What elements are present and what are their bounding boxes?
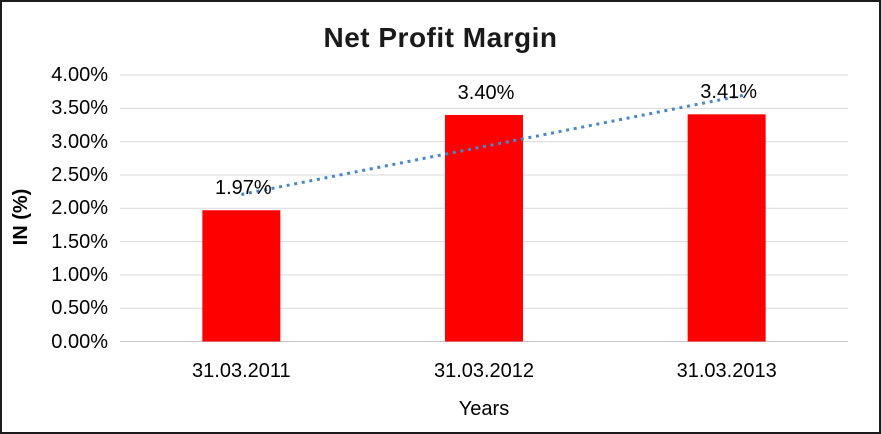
y-tick-label: 1.00% <box>51 263 108 286</box>
data-label: 3.40% <box>457 81 515 104</box>
y-tick-label: 0.00% <box>51 330 108 353</box>
data-label: 1.97% <box>214 177 272 200</box>
y-tick-label: 2.00% <box>51 197 108 220</box>
y-tick-label: 3.00% <box>51 130 108 153</box>
data-label: 3.41% <box>700 81 758 104</box>
chart-title: Net Profit Margin <box>323 22 558 53</box>
y-tick-label: 0.50% <box>51 297 108 320</box>
y-tick-label: 3.50% <box>51 97 108 120</box>
bar <box>445 114 523 342</box>
x-tick-label: 31.03.2012 <box>433 360 535 382</box>
x-tick-label: 31.03.2011 <box>192 360 291 382</box>
trendline <box>241 93 744 196</box>
bar <box>202 210 281 342</box>
x-tick-label: 31.03.2013 <box>676 360 777 382</box>
x-axis-title: Years <box>458 398 510 420</box>
y-tick-label: 2.50% <box>51 163 108 186</box>
y-tick-label: 4.00% <box>51 64 108 86</box>
bar <box>687 114 766 342</box>
y-tick-label: 1.50% <box>51 230 108 253</box>
